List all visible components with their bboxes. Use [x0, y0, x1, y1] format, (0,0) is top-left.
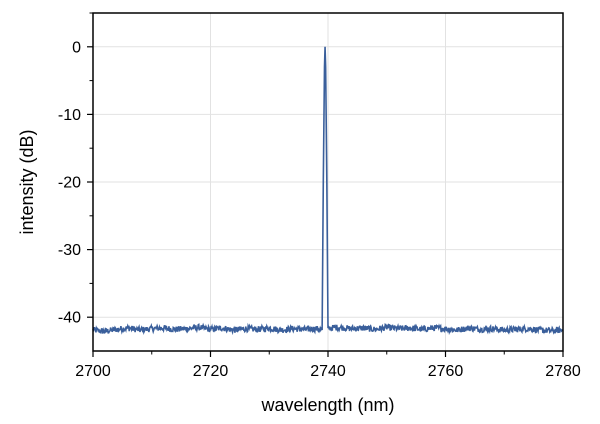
x-tick-label: 2720 [193, 363, 229, 380]
y-tick-label: -40 [58, 310, 81, 327]
x-tick-label: 2780 [545, 363, 581, 380]
x-axis-title: wavelength (nm) [260, 395, 394, 415]
y-tick-label: -10 [58, 107, 81, 124]
y-tick-label: -20 [58, 175, 81, 192]
data-series-line [92, 46, 564, 336]
y-axis-title: intensity (dB) [17, 129, 37, 234]
x-tick-label: 2740 [310, 363, 346, 380]
y-tick-label: 0 [72, 39, 81, 56]
x-tick-label: 2700 [75, 363, 111, 380]
y-tick-label: -30 [58, 242, 81, 259]
x-tick-label: 2760 [428, 363, 464, 380]
axis-ticks [87, 12, 564, 357]
tick-labels: 2700 2720 2740 2760 2780 0 -10 -20 -30 -40 [58, 39, 581, 380]
